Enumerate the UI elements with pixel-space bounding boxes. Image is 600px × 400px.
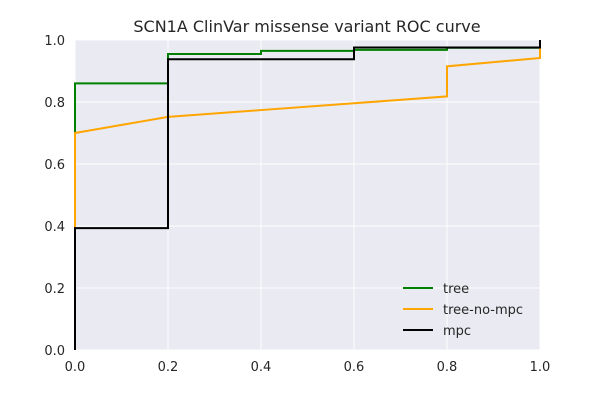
- x-axis-ticks: 0.0 0.2 0.4 0.6 0.8 1.0: [65, 360, 551, 375]
- chart-title: SCN1A ClinVar missense variant ROC curve: [133, 17, 480, 36]
- x-tick-label: 1.0: [530, 360, 551, 375]
- x-tick-label: 0.0: [65, 360, 86, 375]
- plot-area: [75, 40, 540, 350]
- x-tick-label: 0.4: [251, 360, 272, 375]
- y-tick-label: 0.2: [44, 282, 65, 297]
- legend-label-mpc: mpc: [443, 324, 471, 339]
- y-tick-label: 0.6: [44, 158, 65, 173]
- series-line-tree-no-mpc: [74, 40, 541, 350]
- series-line-mpc: [74, 40, 541, 350]
- legend-label-tree-no-mpc: tree-no-mpc: [443, 303, 523, 318]
- y-tick-label: 0.4: [44, 220, 65, 235]
- y-axis-ticks: 0.0 0.2 0.4 0.6 0.8 1.0: [44, 34, 65, 359]
- y-tick-label: 0.8: [44, 96, 65, 111]
- x-tick-label: 0.8: [437, 360, 458, 375]
- legend: tree tree-no-mpc mpc: [403, 282, 523, 339]
- y-tick-label: 1.0: [44, 34, 65, 49]
- x-tick-label: 0.2: [158, 360, 179, 375]
- legend-label-tree: tree: [443, 282, 469, 297]
- series-layer: [74, 40, 541, 350]
- x-tick-label: 0.6: [344, 360, 365, 375]
- y-tick-label: 0.0: [44, 344, 65, 359]
